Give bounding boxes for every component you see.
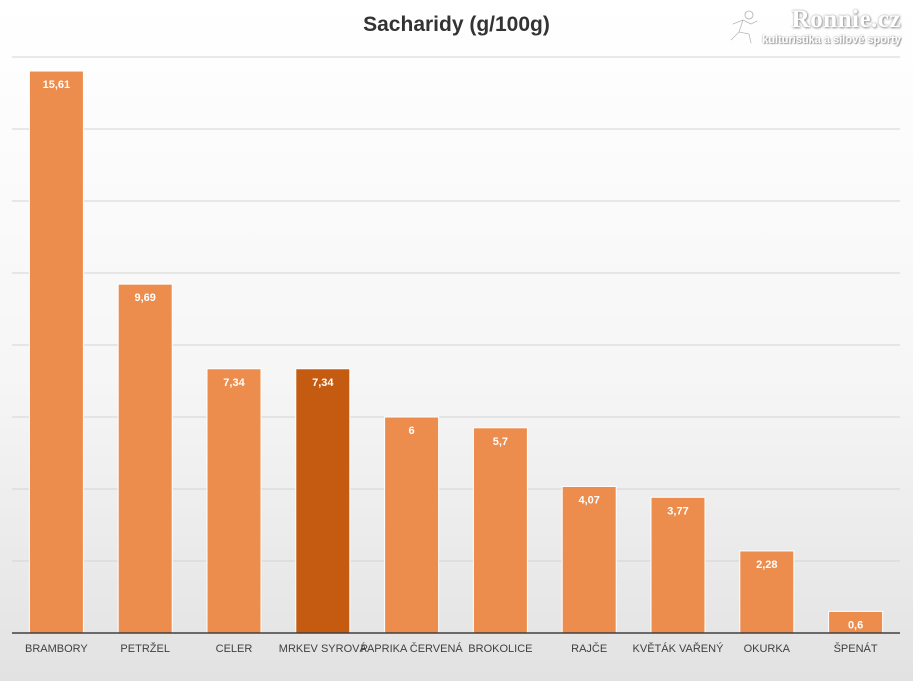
- bar: [28, 70, 84, 634]
- data-label: 9,69: [134, 292, 155, 304]
- chart-title: Sacharidy (g/100g): [363, 13, 550, 36]
- data-label: 2,28: [756, 559, 777, 571]
- data-label: 6: [409, 425, 415, 437]
- x-tick-label: KVĚTÁK VAŘENÝ: [632, 643, 724, 655]
- data-label: 0,6: [848, 619, 863, 631]
- bar: [739, 550, 795, 634]
- bar: [117, 283, 173, 634]
- bar: [295, 368, 351, 634]
- watermark-brand: Ronnie.cz: [791, 6, 901, 33]
- data-label: 15,61: [43, 79, 71, 91]
- x-tick-label: MRKEV SYROVÁ: [278, 643, 367, 655]
- x-tick-label: PAPRIKA ČERVENÁ: [360, 643, 463, 655]
- x-tick-label: OKURKA: [743, 643, 791, 655]
- bar: [561, 485, 617, 634]
- x-tick-label: BROKOLICE: [468, 643, 533, 655]
- bar: [650, 496, 706, 634]
- data-label: 3,77: [667, 505, 688, 517]
- watermark-logo: Ronnie.cz kulturistika a silové sporty: [721, 6, 901, 50]
- x-tick-label: BRAMBORY: [25, 643, 88, 655]
- data-label: 5,7: [493, 436, 508, 448]
- data-label: 7,34: [223, 377, 245, 389]
- bar: [384, 416, 440, 634]
- bar: [206, 368, 262, 634]
- x-tick-label: CELER: [215, 643, 253, 655]
- x-tick-label: ŠPENÁT: [833, 643, 878, 655]
- x-tick-label: RAJČE: [571, 643, 608, 655]
- data-label: 7,34: [312, 377, 334, 389]
- data-label: 4,07: [578, 494, 599, 506]
- watermark-tagline: kulturistika a silové sporty: [762, 34, 901, 46]
- x-tick-label: PETRŽEL: [120, 643, 170, 655]
- bar: [472, 427, 528, 634]
- runner-icon: [729, 10, 759, 44]
